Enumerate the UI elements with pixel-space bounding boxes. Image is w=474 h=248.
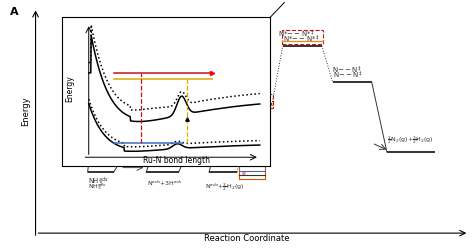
Text: N*$^{ads}$: N*$^{ads}$ [248, 94, 267, 105]
Text: N*$--$N*$^{‡}$: N*$--$N*$^{‡}$ [278, 29, 315, 40]
Text: A: A [9, 7, 18, 17]
Text: N$^{ads}$+3H$^{ads}$: N$^{ads}$+3H$^{ads}$ [147, 179, 183, 188]
Text: e$^-$: e$^-$ [241, 170, 251, 178]
Bar [247, 94, 273, 108]
Text: N*$--$N*$^{‡}$: N*$--$N*$^{‡}$ [283, 34, 319, 45]
Text: NH$_3^{ads}$: NH$_3^{ads}$ [88, 175, 109, 189]
Text: NH$_3^{ads}$: NH$_3^{ads}$ [88, 181, 107, 192]
Text: Energy: Energy [65, 75, 74, 102]
Text: Ru-N bond length: Ru-N bond length [143, 156, 210, 165]
Text: N*$^{ads}$: N*$^{ads}$ [247, 88, 266, 99]
Text: N$--$N$^{‡}$: N$--$N$^{‡}$ [333, 70, 362, 81]
Text: NH$_3$ (g): NH$_3$ (g) [73, 109, 100, 119]
Text: H$--$H$^{‡}$: H$--$H$^{‡}$ [190, 137, 219, 148]
Text: N$^{ads}$+$\frac{3}{2}$H$_2$(g): N$^{ads}$+$\frac{3}{2}$H$_2$(g) [205, 181, 244, 193]
Bar [238, 162, 264, 179]
Text: NH$_3$ (g): NH$_3$ (g) [73, 105, 100, 115]
Text: e$^-$/h$^+$: e$^-$/h$^+$ [214, 130, 238, 142]
Text: $\frac{1}{2}$N$_2$(g)+$\frac{3}{2}$H$_2$(g): $\frac{1}{2}$N$_2$(g)+$\frac{3}{2}$H$_2$… [387, 134, 434, 146]
Text: H$--$H$^{‡}$: H$--$H$^{‡}$ [191, 131, 220, 143]
Text: N$--$H$^{‡}$: N$--$H$^{‡}$ [129, 137, 158, 148]
Text: N$--$N$^{‡}$: N$--$N$^{‡}$ [332, 65, 361, 76]
Text: Energy: Energy [22, 97, 30, 126]
Text: N$--$H$^{‡}$: N$--$H$^{‡}$ [130, 131, 159, 143]
Bar [282, 30, 323, 44]
Text: Reaction Coordinate: Reaction Coordinate [204, 234, 289, 243]
